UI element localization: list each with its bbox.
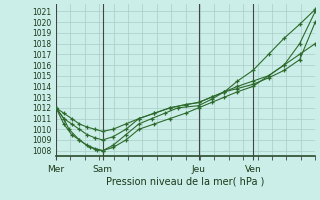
- X-axis label: Pression niveau de la mer( hPa ): Pression niveau de la mer( hPa ): [107, 177, 265, 187]
